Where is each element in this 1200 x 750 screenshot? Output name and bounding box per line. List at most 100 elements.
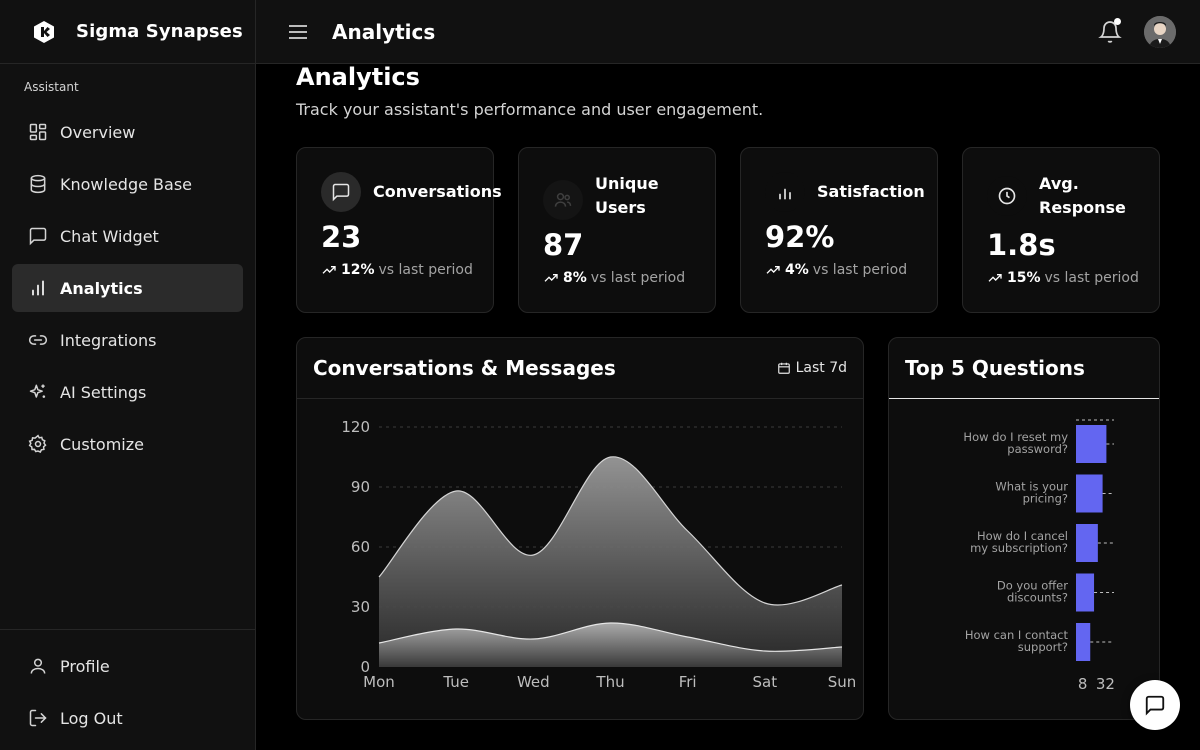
sidebar-item-logout[interactable]: Log Out [12,694,243,742]
users-icon [543,180,583,220]
stat-value: 87 [543,228,584,262]
conversations-chart-panel: Conversations & Messages Last 7d 0 30 60 90… [296,337,864,720]
panel-title: Top 5 Questions [905,356,1085,380]
stat-change: 8% [563,270,587,286]
hamburger-icon [289,24,307,39]
grid-icon [28,122,48,142]
panel-title: Conversations & Messages [313,356,616,380]
notification-dot [1114,18,1121,25]
message-circle-icon [321,172,361,212]
x-tick-label: Wed [517,673,550,691]
question-bar[interactable] [1076,623,1091,661]
sidebar-item-ai-settings[interactable]: AI Settings [12,368,243,416]
x-tick-label: Sat [753,673,778,691]
trending-up-icon [766,266,780,274]
bar-chart-icon [28,278,48,298]
notifications-button[interactable] [1098,18,1122,44]
trending-up-icon [544,274,558,282]
question-bar[interactable] [1076,524,1098,562]
page-title: Analytics [296,63,420,91]
question-label: How can I contact [965,628,1069,642]
date-range-label: Last 7d [795,360,847,376]
stat-title: Unique Users [595,174,659,217]
sidebar-item-label: Knowledge Base [60,174,192,194]
sidebar-item-label: Chat Widget [60,226,159,246]
stat-change: 4% [785,262,809,278]
stat-value: 23 [321,220,362,254]
stat-trend: 15% vs last period [987,270,1139,286]
question-bar[interactable] [1076,474,1103,513]
stat-suffix: vs last period [1044,270,1139,286]
trending-up-icon [322,266,336,274]
logout-icon [28,708,48,728]
area-series-small-fill [379,622,842,667]
bell-icon [1098,21,1122,43]
sidebar-item-overview[interactable]: Overview [12,108,243,156]
question-bar[interactable] [1076,573,1095,612]
trending-up-icon [988,274,1002,282]
sidebar-item-label: Customize [60,434,144,454]
link-icon [28,330,48,350]
x-tick-label: 32 [1096,675,1115,693]
sidebar-item-profile[interactable]: Profile [12,642,243,690]
sidebar-item-label: AI Settings [60,382,147,402]
message-square-icon [1145,695,1165,716]
question-label: my subscription? [970,541,1068,555]
topbar: Analytics [256,0,1200,64]
user-icon [28,656,48,676]
menu-toggle-button[interactable] [286,20,310,44]
sidebar-item-label: Profile [60,656,110,676]
sidebar-nav: Overview Knowledge Base Chat Widget Anal… [12,108,243,472]
sidebar-item-knowledge-base[interactable]: Knowledge Base [12,160,243,208]
date-range-button[interactable]: Last 7d [777,360,847,376]
brand-logo-icon [34,20,54,43]
sparkles-icon [28,382,48,402]
stat-value: 1.8s [987,228,1056,262]
question-label: How do I cancel [977,529,1068,543]
y-tick-label: 120 [341,418,370,436]
x-tick-label: Sun [828,673,857,691]
y-tick-label: 90 [351,478,370,496]
question-label: password? [1007,442,1068,456]
question-label: pricing? [1023,492,1068,506]
question-label: support? [1018,640,1068,654]
bar-chart-icon [765,172,805,212]
sidebar-item-label: Log Out [60,708,123,728]
sidebar-item-integrations[interactable]: Integrations [12,316,243,364]
brand[interactable]: Sigma Synapses [0,0,255,64]
question-label: How do I reset my [963,430,1068,444]
sidebar-item-label: Integrations [60,330,157,350]
stat-value: 92% [765,220,835,254]
stat-trend: 12% vs last period [321,262,473,278]
stat-card-satisfaction: Satisfaction 92% 4% vs last period [740,147,938,313]
database-icon [28,174,48,194]
clock-icon [987,176,1027,216]
sidebar-bottom: Profile Log Out [0,629,255,746]
x-tick-label: Thu [595,673,624,691]
stat-suffix: vs last period [378,262,473,278]
question-label: discounts? [1007,591,1068,605]
brand-name: Sigma Synapses [76,21,243,42]
sidebar-item-customize[interactable]: Customize [12,420,243,468]
stat-trend: 4% vs last period [765,262,907,278]
gear-icon [28,434,48,454]
stat-card-conversations: Conversations 23 12% vs last period [296,147,502,313]
message-square-icon [28,226,48,246]
sidebar-item-analytics[interactable]: Analytics [12,264,243,312]
sidebar-item-label: Overview [60,122,136,142]
question-label: What is your [995,480,1068,494]
area-series-small-line [378,622,843,652]
x-tick-label: 8 [1078,675,1088,693]
y-tick-label: 60 [351,538,370,556]
calendar-icon [777,362,790,374]
x-tick-label: Mon [363,673,395,691]
top-questions-panel: Top 5 Questions How do I reset my passwor… [888,337,1160,720]
topbar-title: Analytics [332,19,436,44]
question-bar[interactable] [1076,425,1107,463]
chat-launcher-button[interactable] [1130,680,1180,730]
avatar[interactable] [1144,16,1176,48]
stat-card-avg-response: Avg. Response 1.8s 15% vs last period [962,147,1160,313]
sidebar-item-chat-widget[interactable]: Chat Widget [12,212,243,260]
y-tick-label: 30 [351,598,370,616]
